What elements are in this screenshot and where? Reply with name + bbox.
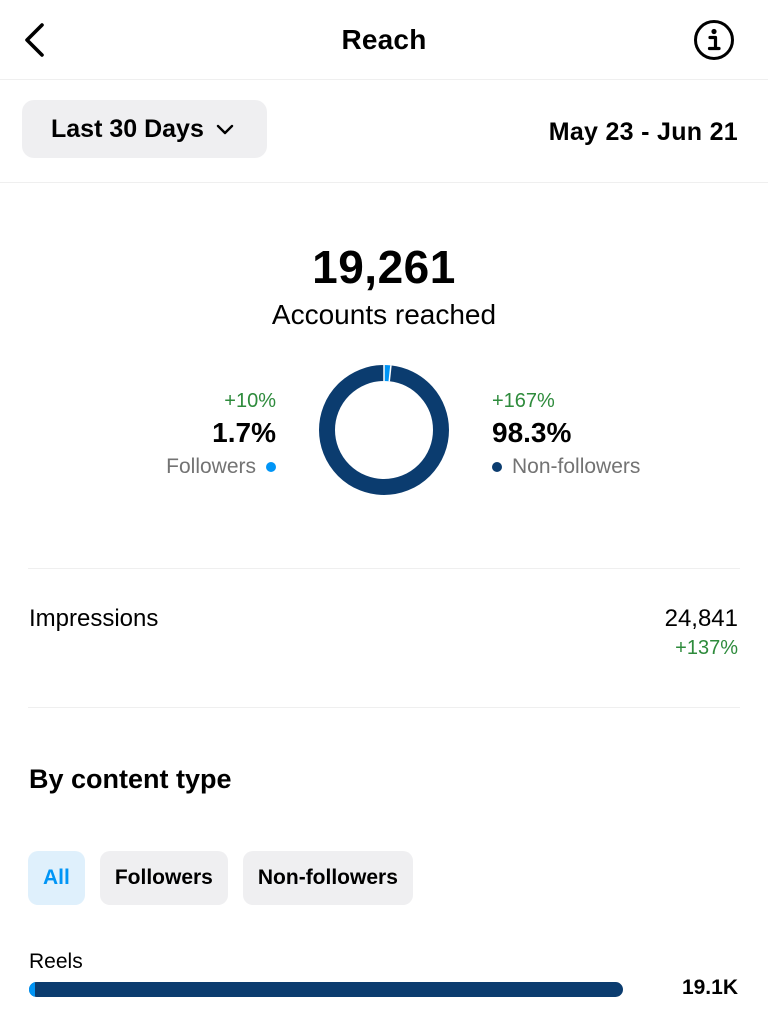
date-range-label: Last 30 Days [51, 114, 204, 143]
impressions-value: 24,841 [664, 605, 738, 632]
reels-bar-followers-segment [29, 982, 35, 997]
non-followers-legend: Non-followers [492, 455, 640, 479]
reels-value: 19.1K [681, 976, 738, 999]
content-type-title: By content type [29, 764, 232, 794]
date-range-dropdown[interactable]: Last 30 Days [22, 100, 267, 158]
accounts-reached-value: 19,261 [312, 241, 456, 293]
followers-legend: Followers [166, 455, 276, 479]
header: Reach [0, 0, 768, 80]
impressions-delta: +137% [675, 637, 738, 659]
page-title: Reach [341, 24, 427, 55]
followers-stat: +10% 1.7% Followers [166, 390, 276, 479]
tab-followers[interactable]: Followers [99, 851, 228, 905]
content-type-filter-tabs: All Followers Non-followers [28, 851, 413, 905]
non-followers-legend-dot [492, 462, 502, 472]
accounts-reached-label: Accounts reached [271, 299, 497, 330]
donut-separator [388, 365, 392, 382]
date-range-row: Last 30 Days May 23 - Jun 21 [0, 80, 768, 183]
impressions-label: Impressions [29, 605, 159, 632]
info-icon [694, 20, 734, 60]
chevron-left-icon [25, 23, 44, 57]
info-button[interactable] [692, 18, 736, 62]
followers-legend-label: Followers [166, 455, 256, 478]
non-followers-delta: +167% [492, 390, 555, 412]
divider [28, 568, 740, 569]
date-range-text: May 23 - Jun 21 [548, 118, 738, 146]
followers-percent: 1.7% [212, 417, 276, 448]
reels-bar [29, 982, 623, 997]
back-button[interactable] [14, 18, 54, 62]
chevron-down-icon [216, 124, 234, 135]
non-followers-stat: +167% 98.3% Non-followers [492, 390, 640, 479]
donut-non-followers-segment [319, 365, 449, 495]
tab-all[interactable]: All [28, 851, 85, 905]
divider [28, 707, 740, 708]
reels-label: Reels [29, 950, 83, 973]
reach-donut-chart [319, 365, 449, 495]
non-followers-percent: 98.3% [492, 417, 572, 448]
followers-delta: +10% [224, 390, 276, 412]
non-followers-legend-label: Non-followers [512, 455, 641, 478]
followers-legend-dot [266, 462, 276, 472]
tab-non-followers[interactable]: Non-followers [242, 851, 413, 905]
